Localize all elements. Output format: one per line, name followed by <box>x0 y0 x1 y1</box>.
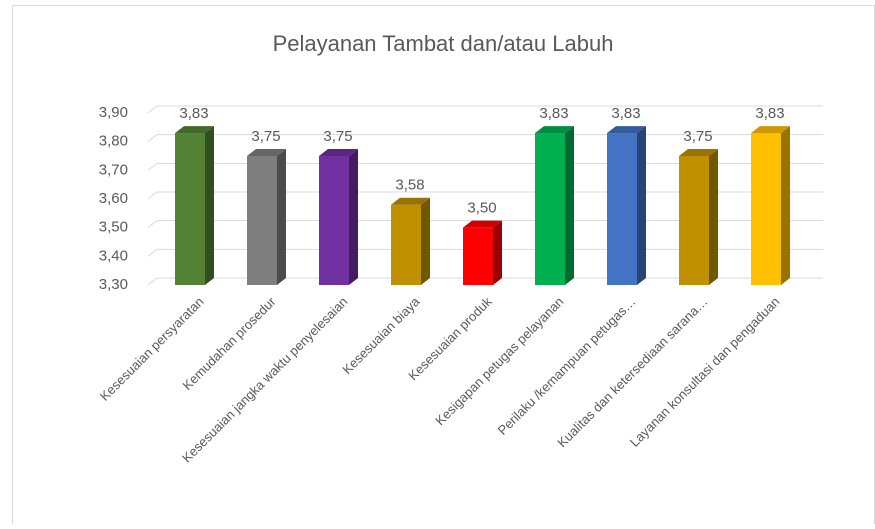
grid-line <box>147 248 158 257</box>
bar-top <box>391 197 430 205</box>
value-label: 3,75 <box>323 128 352 145</box>
y-tick-label: 3,70 <box>99 161 128 178</box>
bar-top <box>679 149 718 156</box>
bar <box>679 156 709 285</box>
bar <box>247 156 277 285</box>
y-tick-label: 3,60 <box>99 190 128 207</box>
bar-side <box>277 149 286 285</box>
y-tick-label: 3,40 <box>99 247 128 264</box>
y-tick-label: 3,30 <box>99 276 128 293</box>
grid-line <box>147 162 158 171</box>
grid-line <box>147 220 158 229</box>
bar <box>535 133 565 285</box>
value-label: 3,83 <box>755 105 784 122</box>
bar <box>607 133 637 285</box>
bar-side <box>781 126 790 285</box>
value-label: 3,83 <box>611 105 640 122</box>
bar-top <box>247 149 286 156</box>
grid-line <box>147 191 158 200</box>
bar <box>751 133 781 285</box>
bar-top <box>319 149 358 156</box>
y-tick-label: 3,50 <box>99 219 128 236</box>
grid-line <box>147 105 158 114</box>
value-label: 3,75 <box>251 128 280 145</box>
bar <box>463 227 493 285</box>
bar-side <box>349 149 358 285</box>
bar-side <box>421 197 430 285</box>
grid-line <box>147 134 158 143</box>
bar-top <box>175 126 214 134</box>
bar-top <box>607 126 646 134</box>
value-label: 3,50 <box>467 200 496 217</box>
value-label: 3,75 <box>683 128 712 145</box>
value-label: 3,58 <box>395 177 424 194</box>
bar-side <box>565 126 574 285</box>
bar-top <box>535 126 574 134</box>
bar-top <box>751 126 790 134</box>
value-label: 3,83 <box>179 105 208 122</box>
bar <box>175 133 205 285</box>
bar-side <box>709 149 718 285</box>
bar-side <box>493 220 502 285</box>
bar-side <box>205 126 214 285</box>
chart-title: Pelayanan Tambat dan/atau Labuh <box>273 31 614 56</box>
bar-top <box>463 220 502 228</box>
bar <box>391 204 421 285</box>
y-tick-label: 3,90 <box>99 104 128 121</box>
grid-line <box>147 277 158 286</box>
chart-frame <box>12 5 875 526</box>
value-label: 3,83 <box>539 105 568 122</box>
bar-side <box>637 126 646 285</box>
bar <box>319 156 349 285</box>
y-tick-label: 3,80 <box>99 133 128 150</box>
